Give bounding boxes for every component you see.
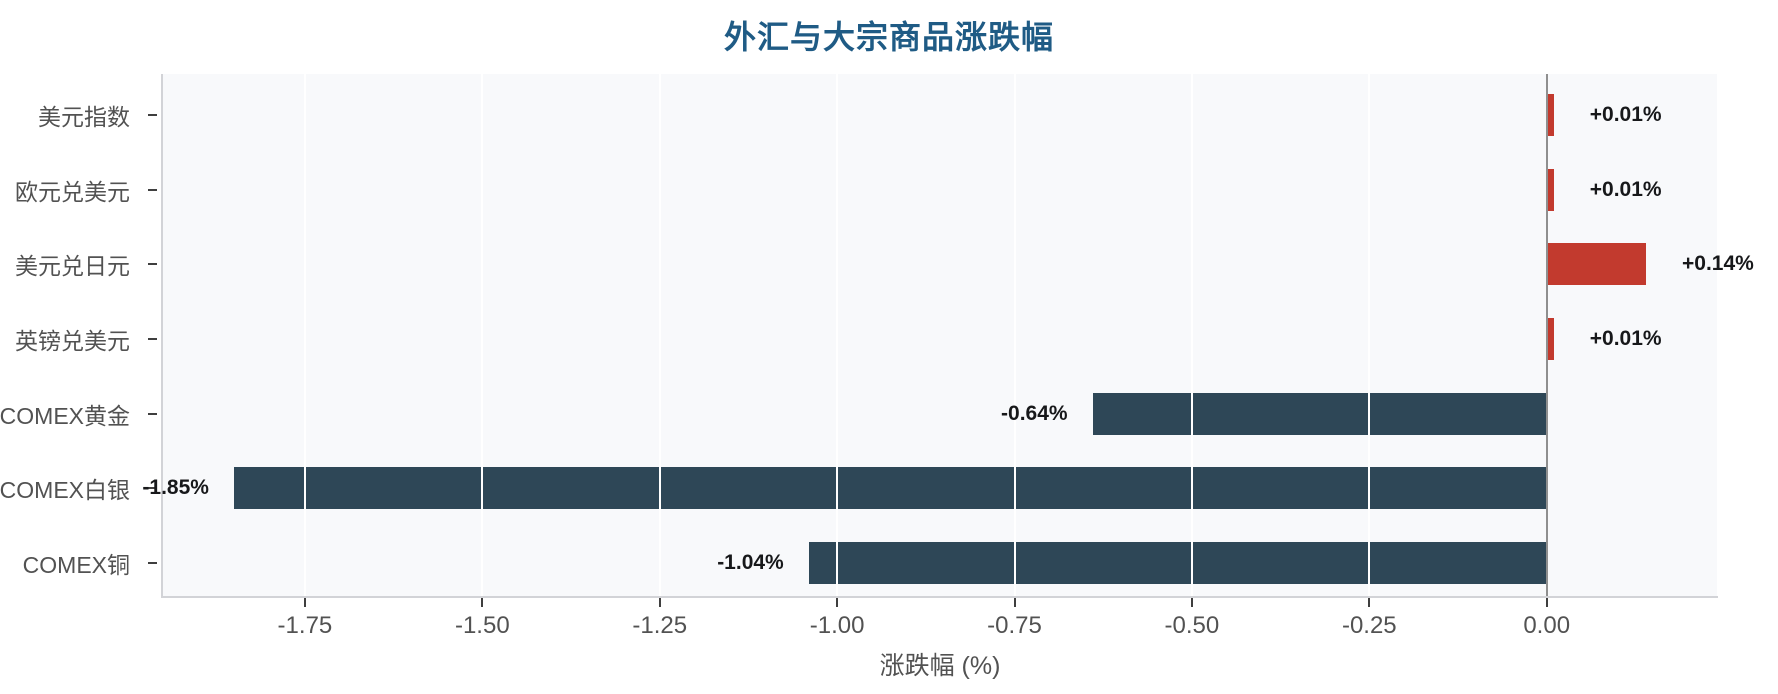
- gridline: [836, 74, 839, 596]
- category-label-美元指数: 美元指数: [38, 104, 130, 131]
- y-tick-mark: [148, 561, 157, 564]
- y-tick-mark: [148, 263, 157, 266]
- category-label-COMEX白银: COMEX白银: [0, 477, 130, 504]
- x-tick-label: 0.00: [1523, 612, 1571, 639]
- x-axis-spine: [161, 596, 1718, 598]
- x-axis-ticks: -1.75 -1.50 -1.25 -1.00 -0.75 -0.50 -0.25 0.00: [163, 596, 1717, 656]
- x-tick-mark: [658, 598, 661, 607]
- x-tick-label: -0.25: [1341, 612, 1397, 639]
- x-tick-mark: [1013, 598, 1016, 607]
- x-tick-mark: [836, 598, 839, 607]
- x-tick-label: -1.00: [809, 612, 865, 639]
- x-tick-mark: [1190, 598, 1193, 607]
- gridline: [1368, 74, 1371, 596]
- x-axis-title: 涨跌幅 (%): [879, 652, 1001, 680]
- bar-value-label: +0.01%: [1589, 103, 1662, 127]
- category-label-英镑兑美元: 英镑兑美元: [15, 328, 130, 354]
- gridline: [303, 74, 306, 596]
- gridline: [481, 74, 484, 596]
- bar-COMEX白银: [233, 467, 1547, 510]
- bar-value-label: +0.01%: [1589, 177, 1662, 201]
- category-label-COMEX黄金: COMEX黄金: [0, 402, 130, 429]
- x-tick-mark: [1545, 598, 1548, 607]
- x-tick-mark: [481, 598, 484, 607]
- category-label-COMEX铜: COMEX铜: [22, 551, 130, 578]
- y-axis-category-labels: 美元指数欧元兑美元美元兑日元英镑兑美元 COMEX黄金 COMEX白银 COMEX铜: [0, 74, 163, 596]
- x-tick-label: -1.50: [454, 612, 510, 639]
- x-tick-mark: [1368, 598, 1371, 607]
- bar-value-label: -1.04%: [717, 550, 784, 574]
- bar-英镑兑美元: [1546, 318, 1554, 360]
- x-tick-label: -0.75: [987, 612, 1042, 639]
- bar-欧元兑美元: [1546, 168, 1554, 211]
- y-tick-mark: [148, 114, 157, 117]
- y-tick-mark: [148, 338, 157, 340]
- plot-area: +0.01% +0.01% +0.14% +0.01% -0.64% -1.85% -1.0…: [142, 74, 1754, 598]
- x-tick-label: -1.75: [277, 612, 333, 639]
- zero-line: [1545, 74, 1548, 596]
- x-tick-mark: [303, 598, 306, 607]
- gridline: [1190, 74, 1193, 596]
- bar-COMEX黄金: [1092, 392, 1547, 435]
- bar-value-label: +0.01%: [1589, 327, 1662, 350]
- category-label-欧元兑美元: 欧元兑美元: [15, 178, 130, 205]
- bar-value-label: -1.85%: [142, 476, 209, 500]
- category-label-美元兑日元: 美元兑日元: [15, 253, 130, 280]
- x-tick-label: -0.50: [1164, 612, 1220, 639]
- y-tick-mark: [148, 487, 157, 490]
- x-tick-label: -1.25: [632, 612, 688, 639]
- bar-value-label: -0.64%: [1001, 401, 1068, 425]
- bar-value-label: +0.14%: [1682, 252, 1754, 276]
- bar-COMEX铜: [808, 541, 1547, 584]
- y-tick-mark: [148, 188, 157, 191]
- bar-美元兑日元: [1546, 243, 1647, 286]
- y-axis-spine: [161, 74, 163, 598]
- y-tick-mark: [148, 412, 157, 415]
- gridline: [658, 74, 661, 596]
- bar-美元指数: [1546, 94, 1554, 137]
- chart-title: 外汇与大宗商品涨跌幅: [723, 19, 1054, 55]
- gridline: [1013, 74, 1016, 596]
